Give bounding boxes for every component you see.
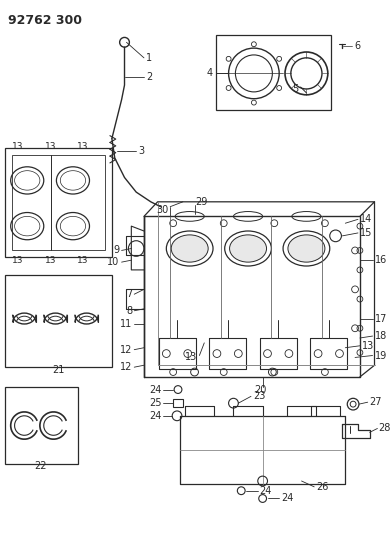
Text: 15: 15 <box>360 228 372 238</box>
Bar <box>5 275 112 367</box>
Ellipse shape <box>230 235 266 262</box>
Bar <box>12 155 105 251</box>
Text: 7: 7 <box>126 289 132 299</box>
Text: 21: 21 <box>52 365 65 375</box>
Bar <box>216 35 331 110</box>
Text: 92762 300: 92762 300 <box>8 14 82 27</box>
Bar <box>5 386 78 464</box>
Text: 13: 13 <box>77 256 89 265</box>
Text: 10: 10 <box>107 257 120 267</box>
Text: 18: 18 <box>374 331 387 341</box>
Text: 24: 24 <box>281 494 294 504</box>
Text: 13: 13 <box>12 142 23 151</box>
Bar <box>5 148 112 257</box>
Text: 28: 28 <box>378 423 390 433</box>
Bar <box>173 399 183 407</box>
Text: 12: 12 <box>120 345 132 354</box>
Text: 23: 23 <box>253 391 265 401</box>
Text: 2: 2 <box>146 72 152 82</box>
Text: 24: 24 <box>260 486 272 496</box>
Text: 12: 12 <box>120 362 132 372</box>
Text: 27: 27 <box>370 397 382 407</box>
Text: 13: 13 <box>362 341 374 351</box>
Text: 13: 13 <box>185 352 197 362</box>
Text: 24: 24 <box>149 411 161 421</box>
Text: 13: 13 <box>45 142 56 151</box>
Text: 20: 20 <box>255 384 267 394</box>
Text: 19: 19 <box>374 351 387 360</box>
Text: 4: 4 <box>207 68 213 78</box>
Ellipse shape <box>288 235 325 262</box>
Text: 17: 17 <box>374 313 387 324</box>
Text: 24: 24 <box>149 384 161 394</box>
Text: 3: 3 <box>138 146 144 156</box>
Text: 9: 9 <box>113 246 120 255</box>
Text: 30: 30 <box>156 205 168 215</box>
Text: 5: 5 <box>292 84 299 94</box>
Text: 13: 13 <box>45 256 56 265</box>
Text: 13: 13 <box>77 142 89 151</box>
Text: 1: 1 <box>146 53 152 63</box>
Text: 22: 22 <box>35 462 47 471</box>
Text: 6: 6 <box>354 41 360 51</box>
Text: 26: 26 <box>316 482 328 492</box>
Text: 25: 25 <box>149 398 161 408</box>
Text: 11: 11 <box>120 319 132 329</box>
Ellipse shape <box>171 235 208 262</box>
Text: 29: 29 <box>195 197 208 207</box>
Text: 13: 13 <box>12 256 23 265</box>
Text: 14: 14 <box>360 214 372 224</box>
Text: 8: 8 <box>126 306 132 316</box>
Text: 16: 16 <box>374 255 387 265</box>
